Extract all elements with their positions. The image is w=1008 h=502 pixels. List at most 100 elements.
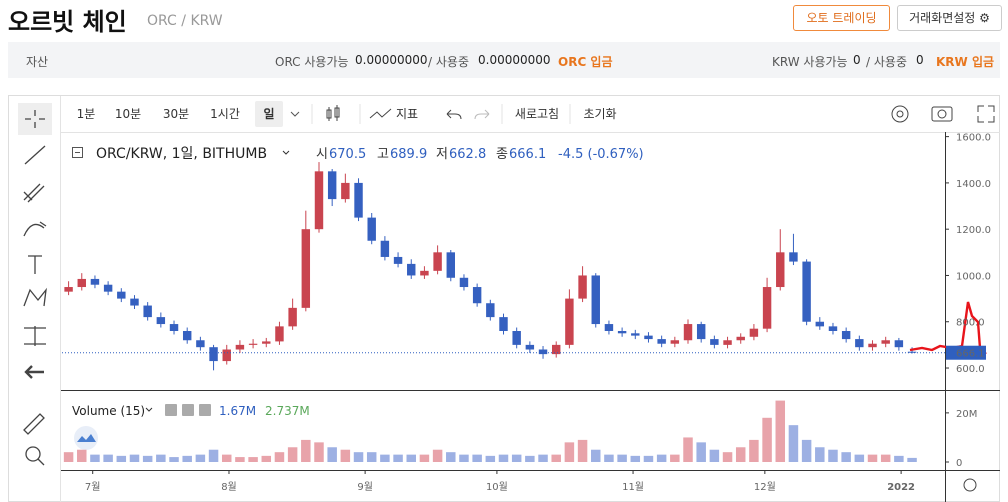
frame bbox=[8, 95, 1000, 502]
candle-body bbox=[327, 171, 337, 200]
candle-body bbox=[275, 326, 284, 342]
ohlc-label: 고 bbox=[377, 147, 389, 162]
volume-bar bbox=[880, 454, 891, 462]
candle-body bbox=[776, 252, 785, 288]
volume-bar bbox=[854, 454, 865, 462]
settings-icon[interactable] bbox=[891, 105, 909, 123]
y-tick-label: 1000.0 bbox=[956, 271, 991, 282]
candle-body bbox=[789, 252, 798, 262]
volume-title[interactable]: Volume (15) bbox=[72, 404, 145, 418]
interval[interactable]: 1분 bbox=[77, 107, 96, 121]
auto-trading-button[interactable]: 오토 트레이딩 bbox=[793, 5, 890, 31]
reset-button[interactable]: 초기화 bbox=[583, 107, 616, 121]
interval[interactable]: 1시간 bbox=[210, 107, 240, 121]
fullscreen-icon[interactable] bbox=[977, 105, 995, 123]
settings-button[interactable]: 거래화면설정 ⚙ bbox=[897, 5, 1002, 31]
interval[interactable]: 10분 bbox=[115, 107, 141, 121]
refresh-button[interactable]: 새로고침 bbox=[515, 107, 559, 121]
candle-body bbox=[222, 349, 231, 362]
x-tick-label: 12월 bbox=[754, 481, 776, 493]
candle-body bbox=[209, 347, 218, 362]
time-axis-settings[interactable] bbox=[963, 478, 977, 492]
tool-brush[interactable] bbox=[23, 221, 47, 237]
volume-bar bbox=[788, 425, 799, 462]
interval-dropdown[interactable] bbox=[290, 111, 300, 117]
volume-ma: 2.737M bbox=[265, 404, 310, 418]
volume-bar bbox=[617, 454, 627, 462]
x-tick-label: 11월 bbox=[622, 481, 644, 493]
tool-measure[interactable] bbox=[24, 326, 46, 346]
last-price-label: 666.1 bbox=[956, 349, 985, 360]
orc-deposit[interactable]: ORC 입금 bbox=[558, 55, 613, 69]
chart-type-icon[interactable] bbox=[326, 105, 340, 121]
legend-dropdown[interactable] bbox=[282, 150, 290, 155]
candle-body bbox=[881, 340, 890, 344]
volume-bar bbox=[867, 454, 878, 462]
tool-cursor[interactable] bbox=[25, 110, 45, 128]
interval[interactable]: 일 bbox=[263, 107, 274, 121]
candle-body bbox=[736, 336, 745, 341]
volume-bar bbox=[894, 455, 904, 462]
candle-body bbox=[143, 305, 152, 318]
candle-body bbox=[644, 335, 653, 340]
candle-body bbox=[156, 317, 166, 325]
candle-body bbox=[525, 344, 535, 350]
volume-bar bbox=[103, 454, 113, 462]
orc-in-use: 0.00000000 bbox=[478, 53, 551, 67]
title: 오르빗 체인 bbox=[8, 8, 127, 36]
indicator-button[interactable]: 지표 bbox=[396, 107, 418, 121]
interval[interactable]: 30분 bbox=[163, 107, 189, 121]
volume-remove[interactable] bbox=[199, 404, 211, 416]
candle-body bbox=[841, 330, 851, 340]
logo-badge bbox=[74, 426, 98, 450]
volume-bar bbox=[735, 447, 746, 462]
candle-body bbox=[314, 171, 324, 230]
volume-bar bbox=[459, 454, 469, 462]
volume-bar bbox=[472, 454, 482, 462]
volume-bar bbox=[841, 452, 851, 462]
candle-body bbox=[367, 217, 376, 241]
volume-bar bbox=[314, 442, 324, 462]
interval-selected-bg bbox=[255, 101, 283, 127]
volume-dropdown[interactable] bbox=[145, 407, 153, 412]
orc-available: 0.00000000 bbox=[355, 53, 428, 67]
x-tick-label: 7월 bbox=[85, 481, 101, 493]
candle-body bbox=[538, 349, 548, 355]
volume-bar bbox=[485, 455, 496, 462]
volume-bar bbox=[142, 455, 153, 462]
settings-icon-center bbox=[896, 110, 904, 118]
volume-bar bbox=[538, 454, 548, 462]
tool-line[interactable] bbox=[24, 145, 46, 165]
tool-text[interactable] bbox=[28, 255, 42, 274]
tool-ruler[interactable] bbox=[23, 413, 45, 435]
camera-icon[interactable] bbox=[931, 106, 953, 122]
volume-bar bbox=[683, 437, 693, 462]
tool-zoom[interactable] bbox=[25, 446, 41, 462]
volume-bar bbox=[656, 454, 667, 462]
legend-symbol[interactable]: ORC/KRW, 1일, BITHUMB bbox=[96, 146, 267, 162]
y-tick-label: 1400.0 bbox=[956, 179, 991, 190]
indicator-icon[interactable] bbox=[369, 108, 392, 119]
candle-body bbox=[855, 339, 864, 348]
volume-bar bbox=[525, 455, 535, 462]
volume-bar bbox=[301, 439, 311, 462]
candle-body bbox=[696, 324, 706, 340]
volume-bar bbox=[815, 447, 825, 462]
tool-pattern[interactable] bbox=[23, 287, 47, 307]
volume-settings[interactable] bbox=[182, 404, 194, 416]
candle-body bbox=[591, 275, 600, 325]
separator bbox=[311, 104, 361, 124]
volume-hide[interactable] bbox=[165, 404, 177, 416]
legend-collapse[interactable] bbox=[72, 147, 83, 158]
krw-deposit[interactable]: KRW 입금 bbox=[936, 55, 995, 69]
undo-icon[interactable] bbox=[446, 109, 462, 120]
redo-icon[interactable] bbox=[474, 109, 490, 120]
candle-body bbox=[341, 182, 350, 200]
tool-fib[interactable] bbox=[23, 183, 45, 203]
change: -4.5 (-0.67%) bbox=[558, 147, 644, 162]
tool-back[interactable] bbox=[24, 365, 44, 379]
krw-separator: / 사용중 bbox=[866, 55, 907, 69]
volume-bar bbox=[643, 455, 654, 462]
